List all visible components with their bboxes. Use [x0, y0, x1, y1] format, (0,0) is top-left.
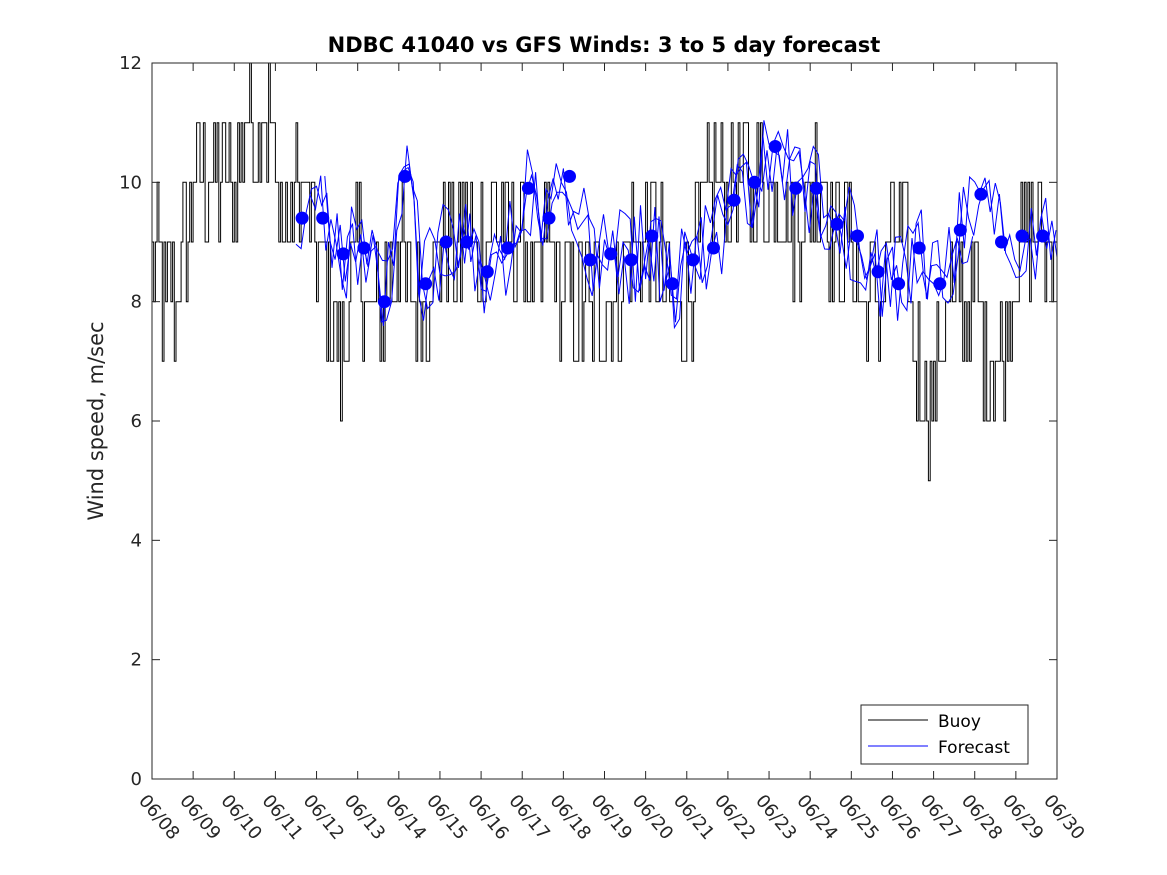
forecast-marker — [995, 235, 1008, 249]
forecast-marker — [851, 229, 864, 243]
forecast-marker — [912, 241, 926, 255]
forecast-marker — [357, 241, 371, 255]
y-tick-label: 10 — [119, 172, 142, 193]
legend-forecast-label: Forecast — [938, 738, 1010, 758]
forecast-marker — [645, 229, 659, 243]
legend-box — [860, 704, 1029, 765]
forecast-marker — [1036, 229, 1050, 243]
forecast-marker — [974, 187, 988, 201]
forecast-marker-layer — [295, 140, 1050, 309]
y-tick-label: 4 — [131, 530, 142, 551]
y-axis-label: Wind speed, m/sec — [84, 321, 108, 520]
forecast-marker — [336, 247, 350, 261]
forecast-marker — [727, 193, 741, 207]
forecast-marker — [748, 175, 762, 189]
forecast-marker — [542, 211, 556, 225]
forecast-marker — [439, 235, 453, 249]
forecast-marker — [480, 265, 494, 279]
legend: Buoy Forecast — [860, 704, 1029, 765]
forecast-marker — [686, 253, 700, 267]
y-tick-label: 8 — [131, 292, 142, 313]
forecast-marker — [521, 181, 535, 195]
y-tick-label: 6 — [131, 411, 142, 432]
forecast-marker — [665, 277, 679, 291]
forecast-marker — [830, 217, 844, 231]
forecast-marker — [892, 277, 906, 291]
forecast-marker — [563, 169, 576, 183]
y-tick-label: 2 — [131, 650, 142, 671]
y-tick-label: 12 — [119, 53, 142, 74]
forecast-marker — [707, 241, 720, 255]
forecast-marker — [583, 253, 597, 267]
forecast-marker — [809, 181, 823, 195]
forecast-marker — [419, 277, 433, 291]
forecast-line-1 — [295, 120, 1058, 326]
forecast-marker — [460, 235, 474, 249]
y-tick-label: 0 — [131, 769, 142, 790]
forecast-marker — [789, 181, 803, 195]
forecast-marker — [953, 223, 967, 237]
forecast-marker — [604, 247, 618, 261]
forecast-marker — [501, 241, 515, 255]
forecast-marker — [295, 211, 309, 225]
forecast-marker — [871, 265, 885, 279]
forecast-marker — [316, 211, 330, 225]
forecast-marker — [933, 277, 947, 291]
forecast-marker — [377, 295, 391, 309]
forecast-marker — [398, 169, 412, 183]
forecast-marker — [768, 140, 782, 153]
legend-buoy-label: Buoy — [938, 712, 981, 732]
forecast-marker — [1015, 229, 1029, 243]
chart-title: NDBC 41040 vs GFS Winds: 3 to 5 day fore… — [328, 33, 881, 57]
forecast-marker — [624, 253, 638, 267]
